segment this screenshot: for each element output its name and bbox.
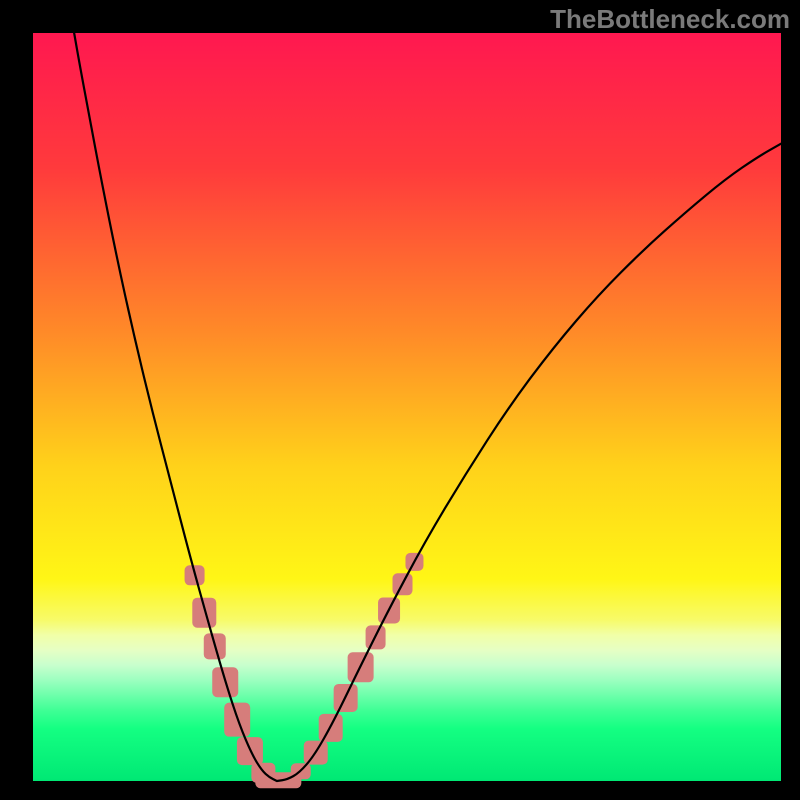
watermark-text: TheBottleneck.com [550,4,790,35]
bottleneck-curve [74,33,781,781]
chart-plot-area [33,33,781,781]
marker-group [185,553,424,788]
curve-marker [192,598,216,628]
chart-svg-layer [33,33,781,781]
